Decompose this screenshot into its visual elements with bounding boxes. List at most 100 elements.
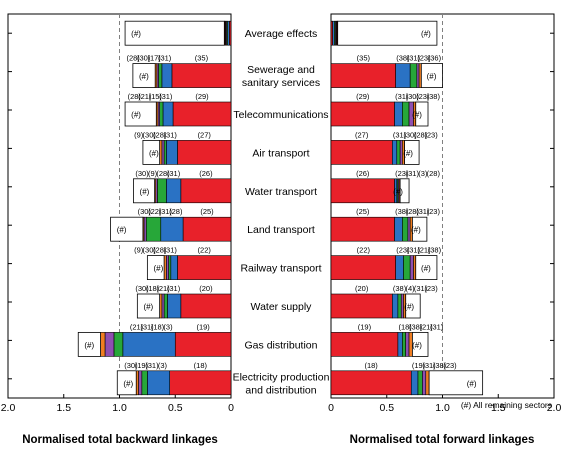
backward-x-tick-label: 0 (228, 402, 234, 414)
sector-row-label-line: and distribution (245, 384, 316, 396)
forward-sector-label: (28) (414, 130, 428, 139)
backward-bar-remaining (116, 370, 137, 396)
forward-sector-label: (28) (427, 169, 441, 178)
backward-bar-segment (158, 63, 163, 88)
forward-sector-label: (38) (433, 361, 447, 370)
backward-sector-label: (31) (167, 284, 181, 293)
backward-bar-segment (141, 370, 148, 396)
backward-x-tick-label: 2.0 (1, 402, 16, 414)
forward-bar-remaining (337, 20, 438, 46)
forward-sector-label: (23) (396, 246, 410, 255)
forward-remaining-label: (#) (467, 379, 477, 388)
backward-sector-label: (30) (143, 246, 157, 255)
backward-linkages-panel: 2.0 1.5 1.0 0.5 0(#)(#)(35)(31)(17)(30)(28)(… (1, 13, 234, 414)
backward-bar-segment (167, 293, 182, 319)
forward-sector-label: (31) (422, 361, 436, 370)
forward-bar-segment (407, 216, 411, 242)
forward-bar-remaining (399, 178, 410, 204)
backward-x-tick-label: 1.0 (112, 402, 127, 414)
forward-remaining-label: (#) (411, 226, 421, 235)
forward-x-tick-label: 0 (328, 402, 334, 414)
forward-bar-segment (394, 101, 403, 127)
sector-row-label-line: Average effects (245, 28, 318, 40)
backward-sector-label: (30) (135, 169, 149, 178)
backward-bar-segment (161, 293, 165, 319)
backward-bar-segment (163, 140, 167, 165)
backward-bar-segment (166, 178, 182, 204)
forward-sector-label: (23) (427, 207, 441, 216)
forward-sector-label: (38) (395, 207, 409, 216)
backward-bar-segment (171, 63, 232, 88)
forward-bar-segment (399, 140, 403, 165)
backward-remaining-label: (#) (149, 149, 159, 158)
forward-bar-segment (395, 255, 404, 280)
backward-bar-segment (166, 255, 169, 280)
backward-sector-label: (28) (169, 207, 183, 216)
backward-sector-label: (21) (130, 322, 144, 331)
backward-sector-label: (30) (124, 361, 138, 370)
forward-sector-label: (31) (407, 246, 421, 255)
sector-row-label: Land transport (247, 224, 315, 236)
backward-bar-segment (161, 63, 173, 88)
backward-bar-segment (157, 178, 167, 204)
backward-sector-label: (22) (198, 246, 212, 255)
backward-x-axis-label: Normalised total backward linkages (22, 434, 218, 446)
backward-bar-segment (180, 178, 232, 204)
forward-bar-remaining (405, 293, 421, 319)
backward-bar-segment (166, 140, 178, 165)
backward-bar-segment (160, 216, 184, 242)
forward-sector-label: (18) (398, 322, 412, 331)
forward-sector-label: (38) (409, 322, 423, 331)
backward-sector-label: (28) (156, 169, 170, 178)
forward-bar-segment (405, 332, 410, 357)
backward-sector-label: (30) (137, 54, 151, 63)
forward-bar-remaining (404, 139, 420, 165)
forward-bar-segment (330, 216, 395, 242)
backward-sector-label: (21) (138, 92, 152, 101)
backward-bar-segment (113, 332, 124, 357)
backward-bar-segment (180, 293, 232, 319)
backward-sector-label: (17) (147, 54, 161, 63)
forward-x-tick-label: 0.5 (379, 402, 394, 414)
backward-sector-label: (31) (140, 322, 154, 331)
forward-sector-label: (30) (406, 92, 420, 101)
forward-remaining-label: (#) (412, 341, 422, 350)
forward-bar-segment (400, 293, 404, 319)
backward-x-tick-label: 1.5 (56, 402, 71, 414)
sector-row-label-line: Air transport (252, 147, 309, 159)
backward-bar-segment (147, 370, 170, 396)
backward-bar-remaining (77, 331, 101, 357)
forward-sector-label: (30) (403, 130, 417, 139)
backward-bar-segment (168, 255, 172, 280)
forward-sector-label: (20) (355, 284, 369, 293)
forward-sector-label: (23) (424, 284, 438, 293)
forward-bar-segment (395, 63, 411, 88)
backward-sector-label: (29) (195, 92, 209, 101)
forward-bar-segment (330, 101, 395, 127)
backward-bar-segment (177, 140, 232, 165)
sector-row-label-line: Land transport (247, 224, 315, 236)
forward-linkages-panel: 0 0.5 1.0 1.5 2.0(#)(#)(35) (38)(31)(23)(36)(… (328, 13, 561, 414)
backward-bar-segment (169, 370, 232, 396)
forward-sector-label: (38) (427, 92, 441, 101)
forward-bar-segment (330, 63, 396, 88)
forward-remaining-label: (#) (403, 149, 413, 158)
forward-bar-segment (397, 293, 402, 319)
backward-sector-label: (3) (163, 322, 173, 331)
forward-bar-segment (416, 63, 420, 88)
forward-sector-label: (29) (356, 92, 370, 101)
forward-sector-label: (31) (407, 54, 421, 63)
backward-bar-segment (170, 255, 178, 280)
forward-bar-remaining (411, 331, 429, 357)
backward-sector-label: (31) (167, 169, 181, 178)
backward-sector-label: (18) (146, 284, 160, 293)
forward-sector-label: (31) (395, 92, 409, 101)
forward-sector-label: (21) (417, 246, 431, 255)
sector-row-label-line: Water supply (251, 301, 313, 313)
backward-sector-label: (30) (143, 130, 157, 139)
forward-bar-remaining (411, 216, 428, 242)
backward-sector-label: (9) (148, 169, 158, 178)
backward-sector-label: (27) (198, 130, 212, 139)
forward-sector-label: (38) (428, 246, 442, 255)
forward-bar-segment (403, 255, 411, 280)
